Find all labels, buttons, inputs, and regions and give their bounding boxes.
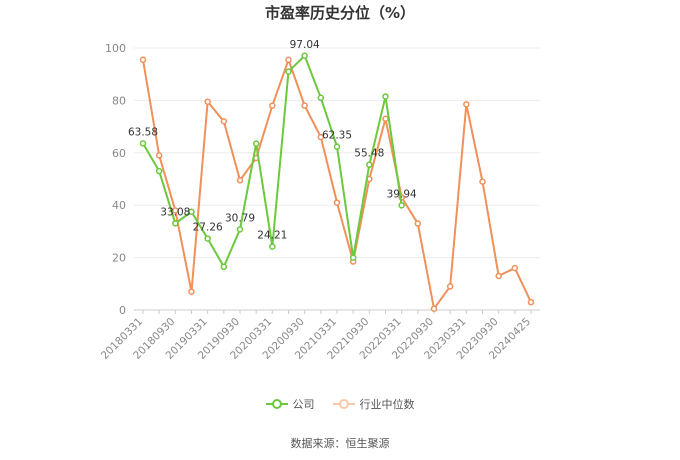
legend-item-industry[interactable]: 行业中位数 <box>332 396 415 412</box>
series-line-industry <box>142 56 532 312</box>
data-point-company <box>172 220 179 227</box>
y-tick-label: 0 <box>119 304 126 317</box>
data-point-industry <box>269 102 276 109</box>
data-point-industry <box>414 220 422 227</box>
data-source: 数据来源：恒生聚源 <box>290 437 390 450</box>
data-label: 33.08 <box>160 206 190 218</box>
data-point-company <box>204 235 211 242</box>
data-point-industry <box>301 102 308 109</box>
data-point-company <box>333 143 341 150</box>
data-point-industry <box>204 98 211 105</box>
y-tick-label: 100 <box>105 42 126 55</box>
data-point-company <box>155 167 163 175</box>
data-point-industry <box>172 207 179 214</box>
data-point-industry <box>430 305 438 312</box>
data-point-company <box>269 243 276 250</box>
data-point-industry <box>139 56 147 64</box>
y-tick-label: 20 <box>112 252 126 265</box>
data-label: 30.79 <box>225 212 255 224</box>
chart-title: 市盈率历史分位（%） <box>264 4 416 22</box>
data-point-industry <box>285 56 292 64</box>
data-point-industry <box>446 283 454 290</box>
legend-swatch-industry <box>332 399 355 409</box>
data-label: 63.58 <box>128 126 158 138</box>
data-label: 24.21 <box>257 230 287 242</box>
y-tick-label: 60 <box>112 147 126 160</box>
data-point-industry <box>317 133 325 141</box>
data-point-company <box>139 140 147 147</box>
data-point-company <box>188 208 195 215</box>
data-point-company <box>220 263 228 271</box>
legend-label-company: 公司 <box>292 398 315 411</box>
data-point-company <box>349 254 357 261</box>
y-tick-label: 80 <box>112 94 126 107</box>
data-point-industry <box>155 152 163 159</box>
legend-item-company[interactable]: 公司 <box>265 396 315 412</box>
data-label: 55.48 <box>354 148 384 160</box>
data-point-industry <box>495 272 502 280</box>
data-label: 39.94 <box>387 188 417 200</box>
data-point-industry <box>220 118 228 125</box>
data-point-industry <box>479 178 486 185</box>
data-point-company <box>398 202 405 209</box>
y-tick-label: 40 <box>112 199 126 212</box>
data-point-company <box>366 161 373 168</box>
data-point-company <box>382 93 389 100</box>
data-point-industry <box>463 101 470 108</box>
data-point-company <box>252 140 260 147</box>
data-point-industry <box>511 264 519 272</box>
data-point-company <box>301 52 308 60</box>
data-label: 62.35 <box>322 130 352 142</box>
data-point-industry <box>527 298 535 306</box>
data-point-industry <box>333 199 341 206</box>
data-point-industry <box>382 115 389 122</box>
data-point-company <box>285 68 292 75</box>
data-point-industry <box>188 288 195 295</box>
data-point-company <box>236 226 244 233</box>
data-label: 97.04 <box>290 39 320 51</box>
data-label: 27.26 <box>193 222 223 234</box>
data-point-industry <box>236 177 244 184</box>
legend-label-industry: 行业中位数 <box>359 398 415 411</box>
legend: 公司 行业中位数 <box>0 396 680 412</box>
data-point-company <box>317 94 325 102</box>
legend-swatch-company <box>265 399 288 409</box>
